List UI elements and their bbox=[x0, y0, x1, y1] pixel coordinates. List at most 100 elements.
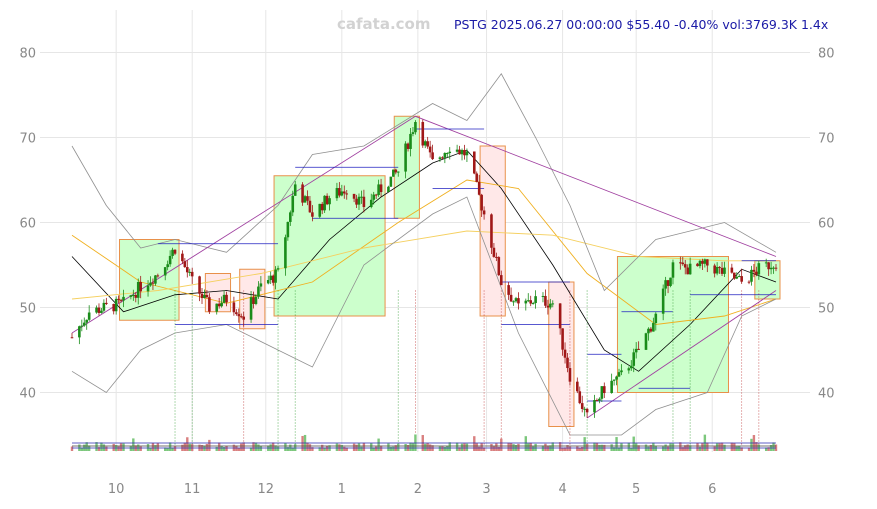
candle-body bbox=[276, 268, 280, 270]
volume-bar bbox=[764, 447, 768, 451]
bollinger-upper-line bbox=[71, 73, 777, 292]
candle-body bbox=[171, 249, 174, 256]
candle-body bbox=[357, 196, 361, 205]
candle-body bbox=[713, 265, 716, 274]
candle-body bbox=[406, 143, 410, 149]
candle-body bbox=[122, 296, 125, 301]
candle-body bbox=[340, 191, 344, 196]
candle-body bbox=[649, 328, 653, 332]
candle-body bbox=[664, 280, 667, 289]
candle-body bbox=[558, 303, 562, 329]
volume-bar bbox=[517, 443, 520, 451]
candle-body bbox=[593, 400, 596, 413]
volume-bar bbox=[578, 447, 581, 451]
volume-bar bbox=[480, 443, 483, 451]
volume-bar bbox=[463, 443, 466, 451]
candle-body bbox=[301, 184, 304, 203]
candle-body bbox=[566, 357, 569, 369]
candle-body bbox=[681, 262, 685, 265]
candle-body bbox=[289, 212, 292, 222]
candle-body bbox=[602, 386, 606, 394]
volume-bar bbox=[139, 446, 142, 451]
candle-body bbox=[458, 149, 461, 155]
candle-body bbox=[335, 188, 339, 199]
candle-body bbox=[117, 298, 120, 300]
volume-bar bbox=[630, 447, 633, 451]
volume-bar bbox=[583, 437, 586, 451]
candle-body bbox=[235, 312, 238, 315]
volume-bar bbox=[473, 436, 476, 451]
volume-bar bbox=[441, 446, 444, 451]
candle-body bbox=[149, 282, 152, 286]
candle-body bbox=[215, 303, 219, 312]
volume-bar bbox=[151, 442, 155, 451]
volume-bar bbox=[715, 443, 719, 451]
volume-bar bbox=[671, 443, 675, 451]
candle-body bbox=[443, 153, 447, 158]
candle-body bbox=[747, 281, 751, 283]
volume-bar bbox=[438, 446, 442, 451]
candle-body bbox=[105, 302, 108, 304]
candle-body bbox=[637, 348, 640, 350]
volume-bar bbox=[698, 446, 702, 451]
volume-bar bbox=[446, 446, 449, 451]
candle-body bbox=[185, 267, 189, 273]
candle-body bbox=[580, 403, 584, 409]
candle-body bbox=[517, 298, 520, 304]
candle-body bbox=[237, 314, 241, 317]
candle-body bbox=[477, 181, 481, 195]
candle-body bbox=[460, 149, 464, 155]
volume-bar bbox=[612, 447, 616, 451]
candle-body bbox=[578, 391, 582, 404]
volume-bar bbox=[512, 444, 515, 451]
volume-bar bbox=[254, 442, 258, 451]
candle-body bbox=[190, 271, 194, 277]
candle-body bbox=[755, 271, 758, 275]
volume-bar bbox=[495, 443, 498, 451]
volume-bar bbox=[460, 443, 464, 451]
bollinger-lower-line bbox=[71, 196, 777, 436]
candle-body bbox=[612, 379, 616, 381]
volume-bar bbox=[119, 443, 123, 451]
candle-body bbox=[541, 295, 545, 297]
candle-body bbox=[205, 295, 209, 298]
candle-body bbox=[495, 256, 498, 258]
volume-bar bbox=[173, 446, 177, 451]
y-tick-label-left: 80 bbox=[19, 47, 36, 62]
watermark: cafata.com bbox=[337, 15, 431, 33]
candle-body bbox=[595, 400, 599, 402]
volume-bar bbox=[632, 436, 635, 451]
volume-bar bbox=[397, 443, 400, 451]
volume-bar bbox=[306, 442, 309, 451]
candle-body bbox=[183, 261, 187, 268]
volume-bar bbox=[706, 442, 709, 451]
candle-body bbox=[411, 132, 415, 134]
volume-bar bbox=[509, 443, 513, 451]
volume-bar bbox=[374, 446, 378, 451]
candle-body bbox=[617, 372, 621, 377]
candle-body bbox=[151, 282, 155, 284]
candle-body bbox=[507, 285, 510, 295]
candle-body bbox=[352, 193, 356, 199]
y-tick-label-right: 40 bbox=[818, 387, 835, 402]
volume-bar bbox=[654, 445, 658, 451]
y-tick-label-left: 50 bbox=[19, 302, 36, 317]
volume-bar bbox=[188, 443, 191, 451]
x-tick-label: 1 bbox=[338, 482, 346, 497]
candle-body bbox=[409, 133, 412, 149]
candle-body bbox=[355, 198, 358, 205]
volume-bar bbox=[720, 442, 724, 451]
volume-bar bbox=[409, 442, 412, 451]
candle-body bbox=[426, 141, 429, 147]
volume-bar bbox=[585, 443, 589, 451]
candle-body bbox=[136, 282, 140, 298]
candle-body bbox=[764, 262, 768, 264]
volume-bar bbox=[259, 445, 263, 451]
volume-bar bbox=[561, 447, 564, 451]
candle-body bbox=[610, 380, 613, 394]
candle-body bbox=[198, 276, 201, 294]
candle-body bbox=[752, 269, 756, 272]
volume-bar bbox=[122, 443, 125, 451]
